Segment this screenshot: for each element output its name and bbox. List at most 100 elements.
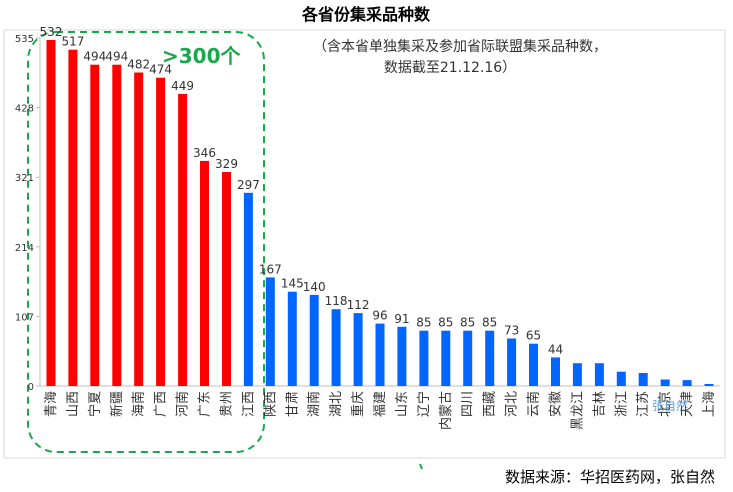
bar — [397, 326, 407, 386]
category-label: 黑龙江 — [570, 391, 585, 430]
bar — [243, 192, 253, 386]
data-label: 96 — [372, 309, 387, 323]
data-label: 329 — [215, 157, 238, 171]
bar — [68, 49, 78, 386]
data-label: 167 — [259, 262, 282, 276]
category-label: 湖北 — [329, 391, 344, 417]
source-divider — [419, 463, 423, 470]
data-label: 532 — [40, 25, 63, 39]
category-label: 北京 — [658, 391, 673, 417]
bar — [178, 93, 188, 387]
bar — [616, 371, 626, 386]
y-tick-label: 321 — [15, 173, 34, 184]
bar — [156, 77, 166, 386]
data-label: 91 — [394, 312, 409, 326]
category-label: 辽宁 — [416, 391, 432, 417]
data-label: 85 — [416, 316, 431, 330]
bar — [287, 291, 297, 386]
y-axis: 0 107 214 321 428 535 — [15, 34, 720, 393]
data-label: 140 — [303, 280, 326, 294]
category-label: 浙江 — [614, 391, 629, 417]
category-label: 宁夏 — [87, 391, 103, 417]
watermark: 张自然 — [652, 398, 688, 413]
bar — [682, 380, 692, 386]
y-tick-label: 428 — [15, 104, 34, 115]
category-label: 青海 — [44, 391, 59, 417]
category-label: 贵州 — [220, 391, 235, 417]
category-label: 天津 — [680, 391, 695, 417]
data-label: 73 — [504, 324, 519, 338]
category-label: 山西 — [66, 391, 81, 417]
bar — [200, 160, 209, 386]
y-tick-label: 214 — [15, 243, 34, 254]
bar — [134, 72, 144, 386]
category-label: 河北 — [505, 391, 520, 417]
bar — [660, 379, 670, 386]
chart-note-line2: 数据截至21.12.16） — [384, 60, 516, 76]
category-label: 安徽 — [549, 391, 564, 417]
y-tick-label: 0 — [28, 382, 34, 393]
category-label: 新疆 — [109, 391, 125, 417]
data-label: 297 — [237, 178, 260, 192]
highlight-box — [27, 31, 265, 453]
data-label: 494 — [105, 50, 128, 64]
callout-label: >300个 — [162, 44, 242, 68]
data-label: 85 — [482, 316, 497, 330]
chart-note-line1: （含本省单独集采及参加省际联盟集采品种数， — [313, 38, 607, 55]
bar — [265, 277, 275, 386]
bar — [375, 323, 385, 386]
category-label: 江苏 — [635, 391, 651, 417]
category-label: 陕西 — [263, 391, 278, 417]
bar — [441, 330, 451, 386]
bar — [222, 172, 231, 386]
y-tick-label: 535 — [15, 34, 34, 45]
category-label: 四川 — [461, 391, 476, 417]
data-label: 482 — [127, 58, 150, 72]
chart-title: 各省份集采品种数 — [301, 5, 431, 24]
data-label: 145 — [281, 277, 304, 291]
data-label: 85 — [438, 316, 453, 330]
bar — [419, 330, 429, 386]
bar — [309, 294, 319, 386]
bar — [90, 64, 100, 386]
bars — [46, 40, 714, 387]
data-label: 517 — [61, 35, 84, 49]
category-label: 山东 — [395, 391, 410, 417]
bar — [112, 64, 122, 386]
data-label: 44 — [548, 342, 563, 356]
bar — [463, 330, 473, 386]
category-label: 吉林 — [592, 391, 607, 417]
data-label: 118 — [325, 294, 348, 308]
category-label: 内蒙古 — [438, 391, 454, 430]
category-label: 湖南 — [306, 391, 322, 417]
bar — [704, 384, 714, 386]
bar — [46, 40, 56, 386]
bar — [638, 373, 648, 386]
data-source: 数据来源：华招医药网，张自然 — [505, 468, 715, 486]
category-label: 广东 — [198, 391, 213, 417]
category-label: 江西 — [241, 391, 256, 417]
bar — [331, 309, 341, 386]
category-label: 广西 — [154, 391, 169, 417]
category-label: 甘肃 — [285, 391, 300, 417]
category-label: 福建 — [373, 391, 388, 417]
category-label: 西藏 — [483, 391, 498, 417]
data-label: 474 — [149, 63, 172, 77]
bar — [551, 357, 560, 386]
category-label: 河南 — [175, 391, 191, 417]
data-label: 65 — [526, 329, 541, 343]
data-label: 85 — [460, 316, 475, 330]
data-label: 112 — [347, 298, 370, 312]
bar — [353, 313, 363, 386]
category-label: 重庆 — [350, 391, 366, 417]
data-label: 346 — [193, 146, 216, 160]
data-label: 449 — [171, 79, 194, 93]
bar — [572, 363, 582, 386]
bar — [485, 330, 495, 386]
plot-frame — [3, 29, 726, 459]
bar — [507, 338, 517, 386]
category-labels: 青海 山西 宁夏 新疆 海南 广西 河南 广东 贵州 江西 陕西 甘肃 湖南 湖北 重庆 福建 山东 辽宁 内蒙古四… — [44, 391, 717, 430]
